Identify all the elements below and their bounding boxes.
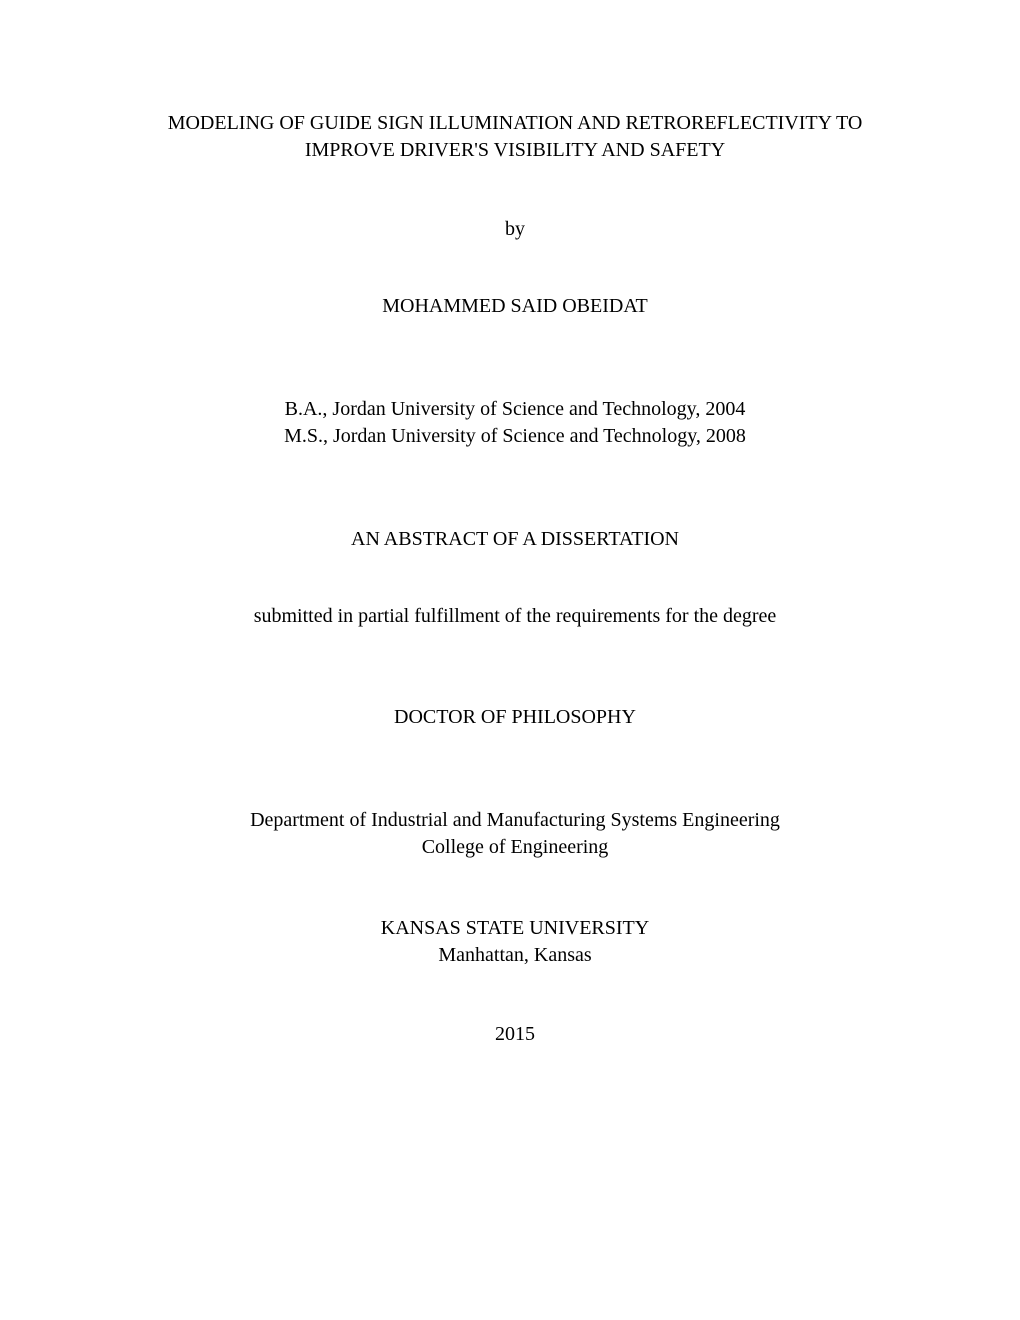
year: 2015 [160, 1023, 870, 1046]
department-line: Department of Industrial and Manufacturi… [160, 807, 870, 834]
degree-name: DOCTOR OF PHILOSOPHY [160, 706, 870, 729]
department-block: Department of Industrial and Manufacturi… [160, 807, 870, 861]
university-block: KANSAS STATE UNIVERSITY Manhattan, Kansa… [160, 915, 870, 969]
degree-line-ba: B.A., Jordan University of Science and T… [160, 396, 870, 423]
university-location: Manhattan, Kansas [160, 942, 870, 969]
college-line: College of Engineering [160, 834, 870, 861]
submitted-text: submitted in partial fulfillment of the … [160, 605, 870, 628]
prior-degrees-block: B.A., Jordan University of Science and T… [160, 396, 870, 450]
by-label: by [160, 218, 870, 241]
title-block: MODELING OF GUIDE SIGN ILLUMINATION AND … [160, 110, 870, 164]
abstract-heading: AN ABSTRACT OF A DISSERTATION [160, 528, 870, 551]
title-line-1: MODELING OF GUIDE SIGN ILLUMINATION AND … [160, 110, 870, 137]
degree-line-ms: M.S., Jordan University of Science and T… [160, 423, 870, 450]
title-line-2: IMPROVE DRIVER'S VISIBILITY AND SAFETY [160, 137, 870, 164]
university-name: KANSAS STATE UNIVERSITY [160, 915, 870, 942]
author-name: MOHAMMED SAID OBEIDAT [160, 295, 870, 318]
